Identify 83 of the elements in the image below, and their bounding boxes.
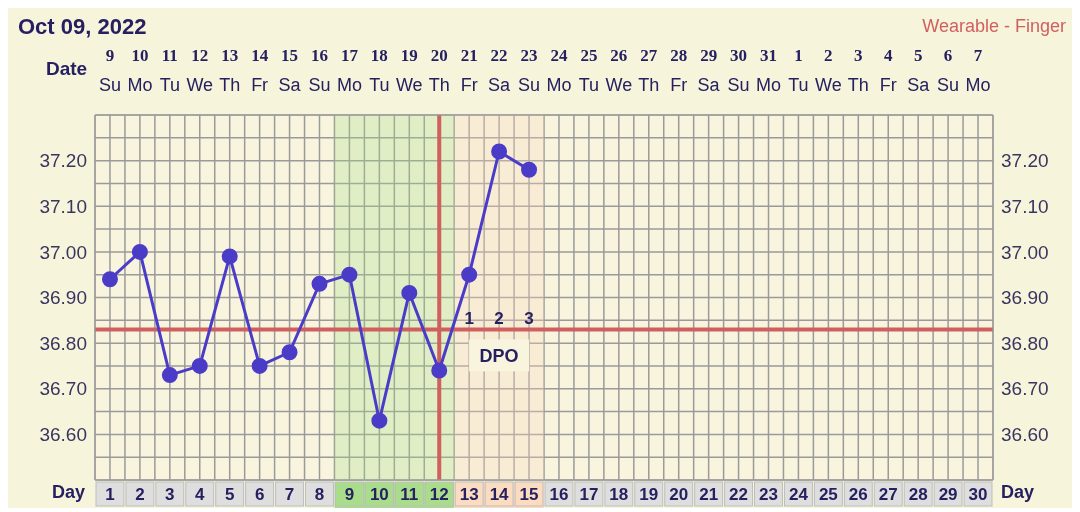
y-tick-label: 37.10 [39,195,87,217]
annotation: 2 [494,309,504,329]
x2-tick-label: 24 Mo [546,46,572,95]
x2-tick-label: 6 Su [937,46,960,95]
x-tick-label: 22 [729,485,749,504]
x2-tick-label: 15 Sa [278,46,302,95]
x-tick-label: 1 [105,485,115,504]
x2-tick-label: 16 Su [308,46,331,95]
x-tick-label: 28 [908,485,928,504]
x-tick-label: 8 [314,485,325,504]
x2-tick-label: 23 Su [518,46,541,95]
x2-tick-label: 29 Sa [697,46,721,95]
x2-tick-label: 11 Tu [159,46,181,95]
x-tick-label: 16 [549,485,569,504]
y2-tick-label: 37.10 [1001,195,1049,217]
x-tick-label: 20 [669,485,689,504]
x-tick-label: 13 [459,485,479,504]
x2-tick-label: 25 Tu [578,46,600,95]
x-tick-label: 2 [135,485,145,504]
x2-tick-label: 22 Sa [488,46,512,95]
x2-tick-label: 13 Th [219,46,241,95]
x2-tick-label: 1 Tu [788,46,809,95]
annotation: 3 [524,309,534,329]
annotation: 1 [464,309,474,329]
x-tick-label: 26 [848,485,868,504]
x-tick-label: 14 [489,485,510,504]
x-axis-title: Day [1001,482,1035,503]
annotation: DPO [479,346,519,367]
x-tick-label: 19 [639,485,659,504]
x2-tick-label: 31 Mo [755,46,782,95]
x2-tick-label: 14 Fr [251,46,269,95]
x2-tick-label: 3 Th [847,46,869,95]
x-tick-label: 29 [938,485,958,504]
x-tick-label: 15 [519,485,539,504]
x2-tick-label: 18 Tu [369,46,390,95]
x-tick-label: 23 [759,485,778,504]
text: Day [52,482,86,502]
text: Wearable - Finger [922,16,1066,37]
y-tick-label: 36.80 [39,332,87,354]
y-tick-label: 37.00 [39,241,87,263]
x2-axis-title: Date [46,58,88,80]
x-tick-label: 30 [968,485,988,504]
y2-tick-label: 36.70 [1001,378,1049,400]
x2-tick-label: 5 Sa [907,46,931,95]
x-tick-label: 4 [195,485,206,504]
y2-tick-label: 37.20 [1001,150,1049,172]
x-tick-label: 27 [878,485,898,504]
y2-tick-label: 36.80 [1001,332,1049,354]
x-tick-label: 24 [788,485,809,504]
x-tick-label: 12 [429,485,449,504]
x-tick-label: 17 [579,485,599,504]
x2-tick-label: 21 Fr [460,46,478,95]
x2-tick-label: 20 Th [428,46,450,95]
x-tick-label: 10 [369,485,389,504]
chart-title: Oct 09, 2022 [18,14,147,40]
x-tick-label: 25 [818,485,838,504]
x2-tick-label: 7 Mo [965,46,991,95]
x2-tick-label: 26 We [605,46,633,95]
y-tick-label: 37.20 [39,150,87,172]
x2-tick-label: 28 Fr [670,46,688,95]
y-tick-label: 36.60 [39,424,87,446]
y2-tick-label: 36.60 [1001,424,1049,446]
x-tick-label: 6 [254,485,265,504]
x-tick-label: 9 [344,485,355,504]
x2-tick-label: 27 Th [638,46,660,95]
x-tick-label: 7 [284,485,295,504]
x2-tick-label: 10 Mo [127,46,153,95]
y2-tick-label: 37.00 [1001,241,1049,263]
x-tick-label: 18 [609,485,629,504]
x2-tick-label: 12 We [186,46,214,95]
x2-tick-label: 2 We [815,46,842,95]
y2-tick-label: 36.90 [1001,287,1049,309]
x-tick-label: 3 [165,485,175,504]
x2-tick-label: 17 Mo [336,46,362,95]
x2-tick-label: 9 Su [98,46,121,95]
x-tick-label: 11 [400,485,419,504]
x2-tick-label: 19 We [395,46,423,95]
x2-tick-label: 4 Fr [879,46,897,95]
x2-tick-label: 30 Su [727,46,750,95]
y-tick-label: 36.70 [39,378,87,400]
x-tick-label: 21 [699,485,719,504]
y-tick-label: 36.90 [39,287,87,309]
x-tick-label: 5 [224,485,235,504]
